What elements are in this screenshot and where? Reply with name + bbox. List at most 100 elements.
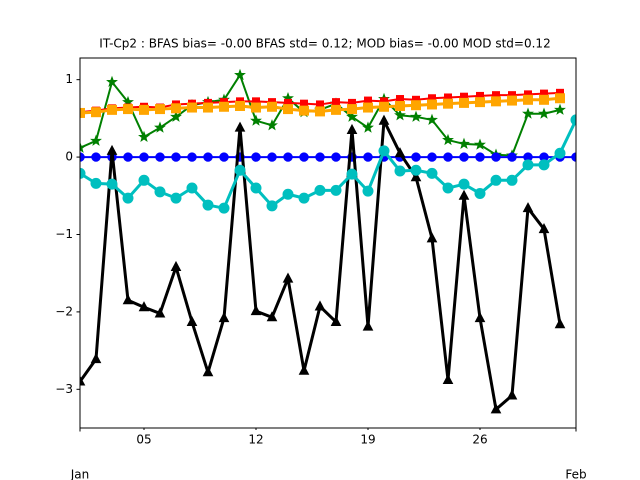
marker — [442, 133, 454, 146]
marker — [250, 114, 262, 126]
marker — [80, 167, 86, 179]
marker — [91, 107, 101, 118]
marker — [538, 222, 550, 234]
marker — [411, 100, 421, 111]
marker — [299, 152, 309, 162]
marker — [362, 185, 374, 197]
marker — [139, 152, 149, 162]
y-tick-label: −2 — [55, 304, 73, 318]
marker — [331, 152, 341, 162]
marker — [171, 103, 181, 114]
marker — [80, 141, 86, 153]
marker — [203, 102, 213, 113]
marker — [539, 94, 549, 105]
marker — [346, 123, 358, 134]
marker — [298, 364, 310, 375]
marker — [266, 119, 278, 131]
marker — [138, 301, 150, 312]
marker — [426, 167, 438, 179]
marker — [106, 75, 118, 88]
y-tick-label: 0 — [65, 150, 73, 164]
marker — [458, 178, 470, 190]
marker — [266, 311, 278, 322]
marker — [459, 97, 469, 108]
marker — [332, 98, 340, 107]
marker — [554, 103, 566, 115]
marker — [266, 200, 278, 212]
x-major-tick-label: Jan — [70, 468, 90, 480]
marker — [362, 121, 374, 133]
x-tick-label: 26 — [472, 433, 487, 447]
marker — [203, 152, 213, 162]
marker — [347, 104, 357, 115]
marker — [394, 165, 406, 177]
marker — [442, 182, 454, 194]
marker — [443, 152, 453, 162]
marker — [554, 318, 566, 329]
marker — [186, 315, 198, 326]
marker — [251, 102, 261, 113]
marker — [106, 144, 118, 155]
marker — [491, 152, 501, 162]
marker — [170, 110, 182, 122]
marker — [202, 199, 214, 211]
marker — [234, 121, 246, 132]
axes-frame — [79, 57, 577, 429]
marker — [458, 189, 470, 200]
marker — [410, 164, 422, 176]
marker — [522, 202, 534, 213]
marker — [250, 305, 262, 316]
x-tick-label: 12 — [248, 433, 263, 447]
marker — [315, 106, 325, 117]
marker — [235, 100, 245, 111]
marker — [123, 152, 133, 162]
marker — [122, 294, 134, 305]
marker — [283, 104, 293, 115]
marker — [155, 104, 165, 115]
marker — [410, 171, 422, 182]
x-major-tick-label: Feb — [565, 468, 586, 480]
marker — [459, 152, 469, 162]
marker — [363, 102, 373, 113]
marker — [80, 375, 86, 386]
y-tick-label: 1 — [65, 72, 73, 86]
y-tick-label: −1 — [55, 227, 73, 241]
marker — [506, 389, 518, 400]
chart-title: IT-Cp2 : BFAS bias= -0.00 BFAS std= 0.12… — [99, 37, 550, 51]
marker — [426, 232, 438, 243]
marker — [298, 192, 310, 204]
marker — [538, 159, 550, 171]
marker — [522, 159, 534, 171]
marker — [315, 152, 325, 162]
marker — [538, 107, 550, 119]
marker — [171, 152, 181, 162]
marker — [523, 94, 533, 105]
marker — [187, 152, 197, 162]
marker — [267, 152, 277, 162]
marker — [346, 168, 358, 180]
marker — [474, 187, 486, 199]
marker — [106, 178, 118, 190]
marker — [154, 186, 166, 198]
marker — [522, 107, 534, 119]
marker — [363, 152, 373, 162]
marker — [570, 114, 576, 126]
x-tick-label: 05 — [136, 433, 151, 447]
x-tick-label: 19 — [360, 433, 375, 447]
marker — [474, 138, 486, 150]
marker — [218, 312, 230, 323]
marker — [91, 152, 101, 162]
marker — [395, 100, 405, 111]
marker — [346, 110, 358, 122]
marker — [154, 121, 166, 133]
marker — [90, 353, 102, 364]
marker — [154, 307, 166, 318]
marker — [490, 174, 502, 186]
marker — [282, 272, 294, 283]
marker — [427, 152, 437, 162]
marker — [282, 188, 294, 200]
marker — [138, 174, 150, 186]
y-tick-label: −3 — [55, 382, 73, 396]
